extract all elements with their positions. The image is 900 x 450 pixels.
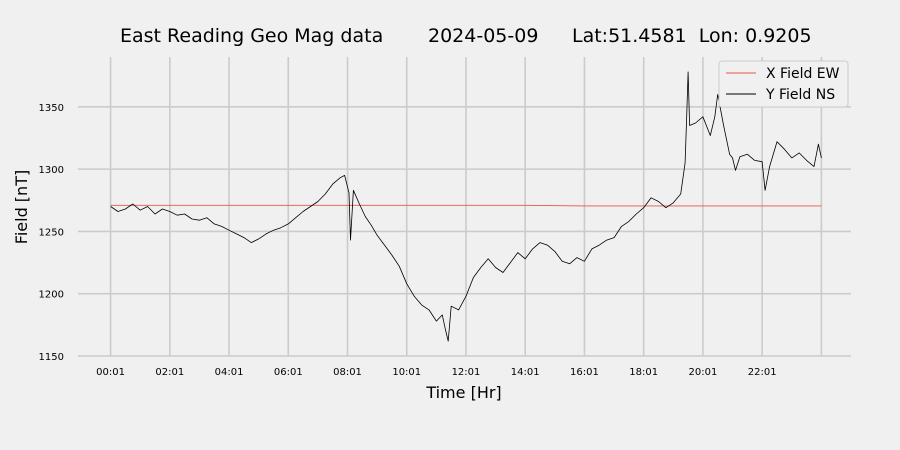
x-tick-label: 16:01 bbox=[570, 367, 599, 378]
y-tick-label: 1150 bbox=[39, 352, 64, 363]
x-tick-label: 22:01 bbox=[748, 367, 777, 378]
x-tick-label: 06:01 bbox=[274, 367, 303, 378]
x-tick-label: 14:01 bbox=[511, 367, 540, 378]
x-tick-label: 04:01 bbox=[215, 367, 244, 378]
series-lines bbox=[110, 71, 822, 342]
y-tick-labels: 1150 1200 1250 1300 1350 bbox=[39, 103, 64, 363]
y-tick-label: 1250 bbox=[39, 227, 64, 238]
x-tick-label: 10:01 bbox=[392, 367, 421, 378]
y-axis-label: Field [nT] bbox=[12, 170, 31, 244]
x-tick-label: 12:01 bbox=[452, 367, 481, 378]
x-tick-label: 00:01 bbox=[96, 367, 125, 378]
legend-label-y-field: Y Field NS bbox=[765, 87, 835, 103]
grid-lines bbox=[78, 57, 851, 357]
series-line-y-field-ns bbox=[110, 71, 822, 342]
series-line-x-field-ew bbox=[110, 204, 822, 207]
chart-title-date: 2024-05-09 bbox=[428, 25, 538, 47]
x-tick-labels: 00:01 02:01 04:01 06:01 08:01 10:01 12:01 14:01… bbox=[96, 367, 776, 378]
x-axis-label: Time [Hr] bbox=[425, 383, 501, 402]
y-tick-label: 1350 bbox=[39, 103, 64, 114]
x-tick-label: 08:01 bbox=[333, 367, 362, 378]
x-tick-label: 02:01 bbox=[155, 367, 184, 378]
legend-label-x-field: X Field EW bbox=[766, 66, 840, 82]
y-tick-label: 1200 bbox=[39, 290, 64, 301]
x-tick-label: 18:01 bbox=[629, 367, 658, 378]
x-tick-label: 20:01 bbox=[689, 367, 718, 378]
y-tick-label: 1300 bbox=[39, 165, 64, 176]
legend: X Field EW Y Field NS bbox=[718, 60, 849, 108]
chart-title-location: Lat:51.4581 Lon: 0.9205 bbox=[572, 25, 812, 47]
chart-title: East Reading Geo Mag data bbox=[120, 25, 383, 47]
